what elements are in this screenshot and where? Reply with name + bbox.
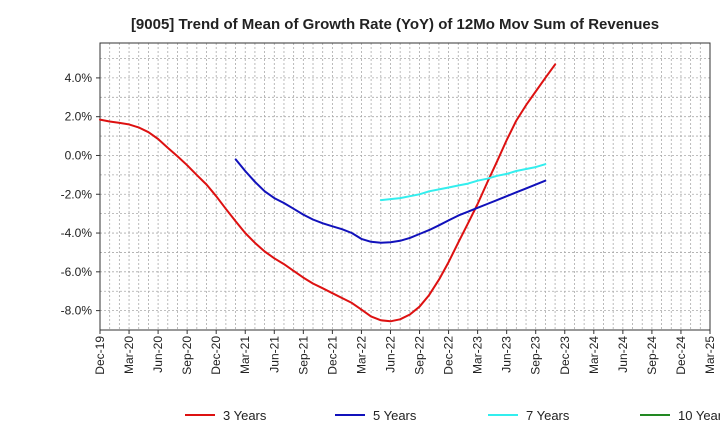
y-tick-label: -4.0% — [61, 226, 93, 240]
x-tick-label: Sep-21 — [296, 336, 310, 375]
series-lines — [99, 63, 557, 323]
x-tick-label: Dec-21 — [325, 336, 339, 375]
y-tick-label: 4.0% — [65, 71, 93, 85]
x-tick-label: Dec-23 — [558, 336, 572, 375]
x-tick-label: Jun-20 — [151, 336, 165, 373]
x-tick-label: Jun-24 — [616, 336, 630, 373]
y-tick-label: -6.0% — [61, 265, 93, 279]
x-tick-label: Sep-22 — [413, 336, 427, 375]
x-tick-label: Mar-23 — [471, 336, 485, 374]
x-tick-label: Jun-21 — [267, 336, 281, 373]
series-line-5-years — [234, 158, 547, 244]
x-tick-label: Mar-24 — [587, 336, 601, 374]
plot-area — [99, 42, 711, 331]
y-axis: 4.0% 2.0% 0.0% -2.0% -4.0% -6.0% -8.0% — [61, 71, 100, 318]
y-tick-label: 2.0% — [65, 110, 93, 124]
y-tick-label: -8.0% — [61, 304, 93, 318]
y-tick-label: 0.0% — [65, 148, 93, 162]
x-tick-label: Dec-19 — [93, 336, 107, 375]
legend: 3 Years 5 Years 7 Years 10 Years — [185, 408, 720, 423]
x-tick-label: Dec-24 — [674, 336, 688, 375]
x-tick-label: Sep-24 — [645, 336, 659, 375]
chart-title: [9005] Trend of Mean of Growth Rate (YoY… — [131, 16, 659, 33]
x-tick-label: Jun-23 — [500, 336, 514, 373]
x-tick-label: Mar-20 — [122, 336, 136, 374]
x-tick-label: Mar-25 — [703, 336, 717, 374]
x-tick-label: Mar-21 — [238, 336, 252, 374]
series-line-7-years — [379, 163, 547, 202]
legend-label-3-years: 3 Years — [223, 408, 267, 423]
x-tick-label: Mar-22 — [354, 336, 368, 374]
series-line-3-years — [99, 63, 557, 323]
legend-label-7-years: 7 Years — [526, 408, 570, 423]
legend-label-10-years: 10 Years — [678, 408, 720, 423]
grid — [100, 43, 710, 331]
x-tick-label: Dec-22 — [442, 336, 456, 375]
x-axis: Dec-19 Mar-20 Jun-20 Sep-20 Dec-20 Mar-21 Jun-… — [93, 330, 717, 375]
x-tick-label: Sep-20 — [180, 336, 194, 375]
y-tick-label: -2.0% — [61, 187, 93, 201]
x-tick-label: Dec-20 — [209, 336, 223, 375]
x-tick-label: Jun-22 — [383, 336, 397, 373]
legend-label-5-years: 5 Years — [373, 408, 417, 423]
x-tick-label: Sep-23 — [529, 336, 543, 375]
